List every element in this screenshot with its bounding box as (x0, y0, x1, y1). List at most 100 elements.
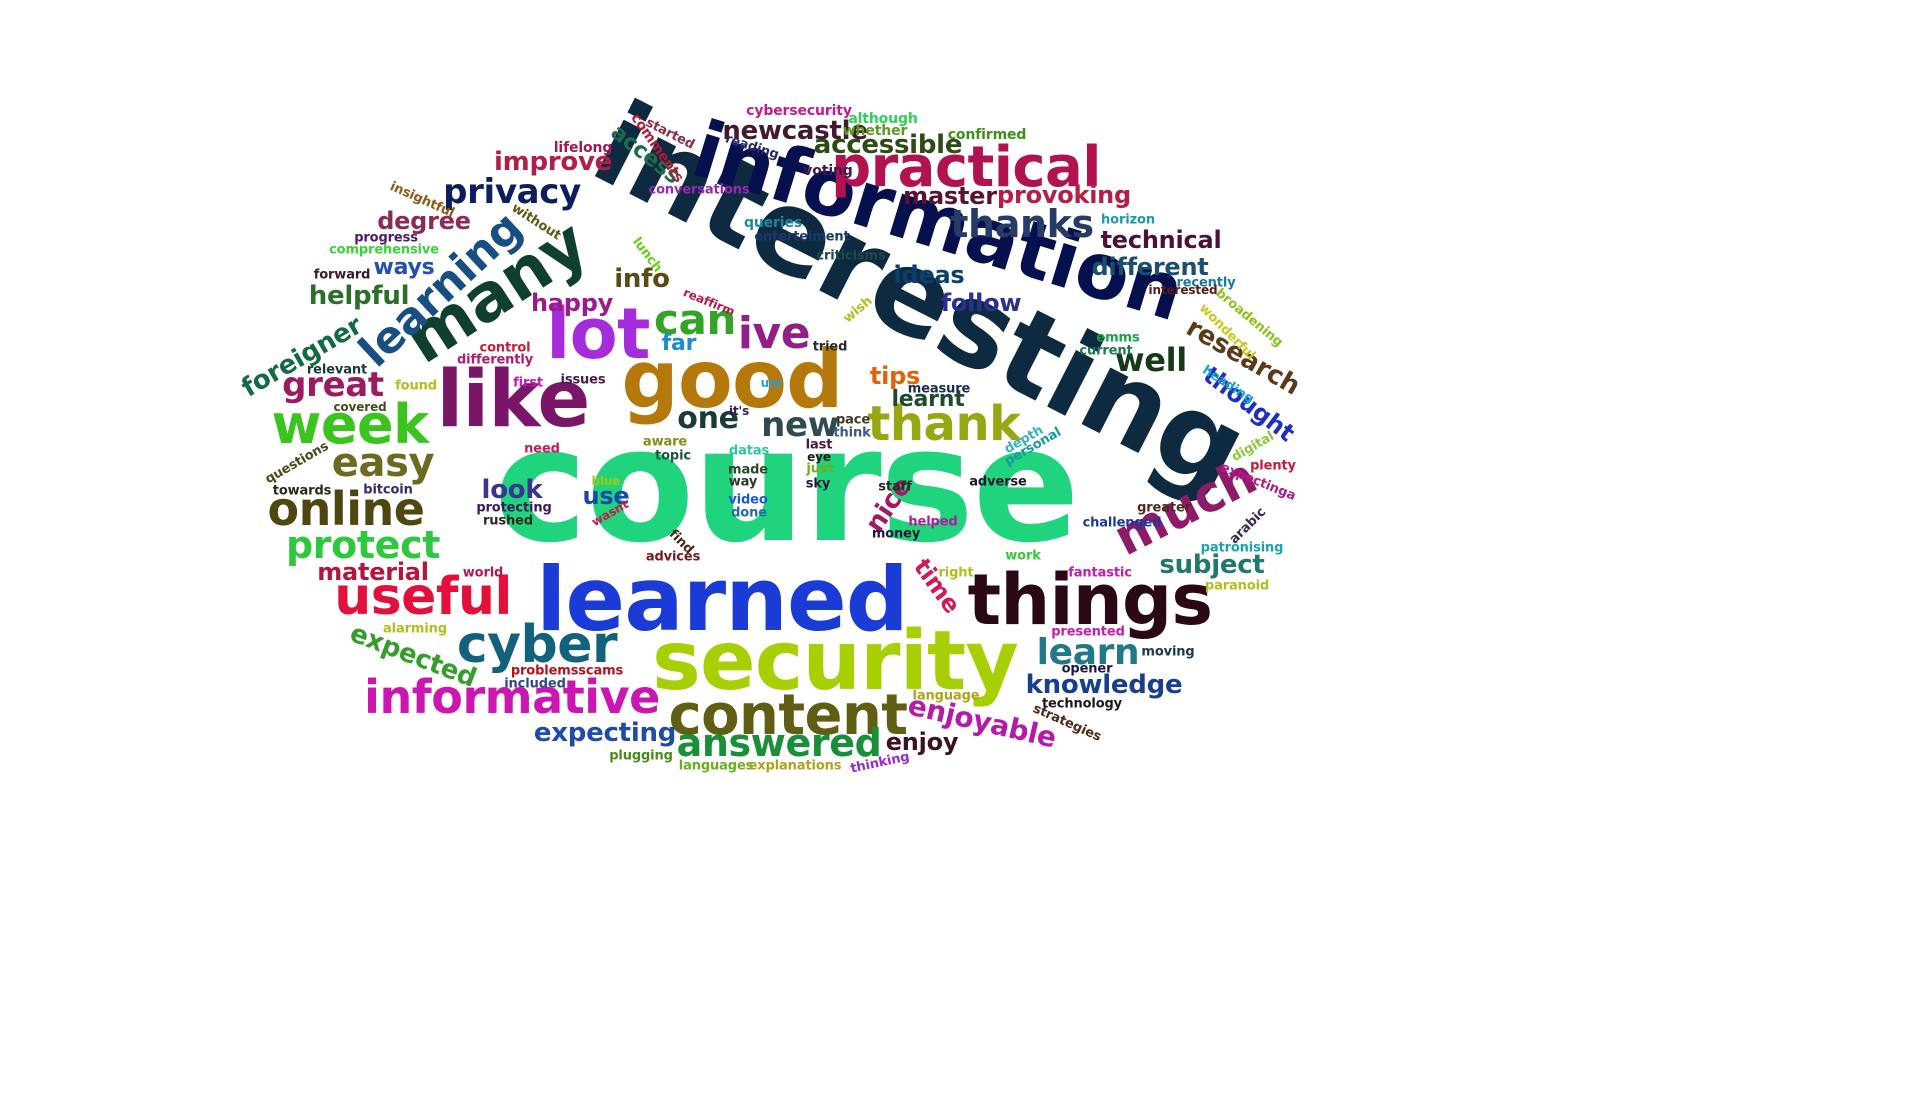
word-learn: learn (1036, 632, 1140, 673)
word-aware: aware (642, 434, 688, 450)
word-new: new (761, 405, 839, 445)
word-subject: subject (1159, 550, 1265, 580)
word-tried: tried (812, 339, 848, 355)
word-ive: ive (737, 308, 811, 359)
word-course: course (493, 394, 1080, 578)
word-paranoid: paranoid (1204, 578, 1270, 594)
word-progress: progress (354, 230, 418, 246)
word-adverse: adverse (969, 474, 1027, 490)
word-confirmed: confirmed (947, 127, 1027, 143)
word-far: far (661, 331, 697, 356)
word-uni: uni (760, 376, 782, 390)
word-pace: pace (835, 412, 871, 428)
word-ways: ways (373, 255, 435, 280)
word-blue: blue (591, 474, 621, 488)
word-different: different (1091, 253, 1209, 281)
word-technology: technology (1041, 696, 1123, 712)
word-things: things (967, 559, 1213, 641)
word-lot: lot (546, 293, 650, 375)
word-easy: easy (331, 440, 435, 486)
word-forward: forward (313, 267, 371, 283)
word-plenty: plenty (1250, 458, 1296, 474)
word-well: well (1115, 341, 1187, 379)
word-control: control (479, 340, 531, 356)
word-sky: sky (805, 476, 831, 492)
word-degree: degree (377, 207, 471, 235)
word-enterteiment: enterteiment (754, 229, 850, 245)
word-informative: informative (364, 670, 660, 724)
word-current: current (1079, 343, 1133, 359)
word-problemsscams: problemsscams (510, 663, 624, 679)
word-expecting: expecting (533, 718, 677, 748)
word-happy: happy (530, 289, 614, 317)
word-alarming: alarming (383, 621, 447, 637)
word-voting: voting (803, 163, 853, 179)
word-moving: moving (1141, 644, 1195, 660)
word-tips: tips (869, 362, 921, 390)
word-week: week (271, 393, 429, 456)
word-follow: follow (940, 289, 1022, 317)
word-fantastic: fantastic (1068, 565, 1132, 581)
word-comprehensive: comprehensive (329, 242, 439, 258)
word-content: content (668, 683, 908, 748)
word-last: last (805, 437, 833, 453)
word-queries: queries (743, 215, 803, 231)
word-cybersecurity: cybersecurity (746, 103, 852, 119)
word-protect: protect (285, 523, 441, 567)
word-way: way (728, 474, 758, 490)
word-just: just (806, 461, 834, 477)
word-presented: presented (1051, 624, 1125, 640)
word-work: work (1005, 548, 1041, 564)
word-languages: languages (678, 758, 754, 774)
word-improve: improve (493, 147, 613, 177)
word-think: think (833, 425, 871, 441)
word-greater: greater (1137, 500, 1191, 516)
word-towards: towards (272, 483, 332, 499)
word-money: money (871, 526, 921, 542)
word-answered: answered (676, 721, 882, 765)
word-relevant: relevant (306, 362, 368, 378)
word-ideas: ideas (893, 261, 965, 289)
word-challenged: challenged (1082, 515, 1162, 531)
word-practical: practical (831, 135, 1101, 200)
word-thanks: thanks (950, 202, 1094, 246)
word-done: done (731, 505, 767, 521)
word-protecting: protecting (476, 500, 552, 516)
word-online: online (267, 482, 425, 536)
word-material: material (317, 558, 429, 586)
word-bitcoin: bitcoin (363, 482, 413, 498)
word-great: great (282, 365, 384, 405)
word-it-s: it's (728, 404, 750, 418)
word-look: look (481, 475, 543, 505)
word-cyber: cyber (456, 615, 618, 675)
word-video: video (728, 492, 768, 508)
word-technical: technical (1100, 226, 1222, 254)
word-whether: whether (842, 123, 908, 139)
word-one: one (677, 401, 739, 436)
word-like: like (436, 355, 590, 445)
word-opener: opener (1061, 661, 1113, 677)
word-newcastle: newcastle (722, 116, 868, 146)
word-provoking: provoking (997, 181, 1131, 209)
word-although: although (848, 111, 918, 127)
word-world: world (462, 565, 504, 581)
word-info: info (614, 264, 670, 294)
word-covered: covered (333, 400, 387, 414)
word-emms: emms (1096, 330, 1140, 346)
word-knowledge: knowledge (1025, 670, 1183, 700)
word-first: first (513, 375, 543, 391)
word-thank: thank (867, 396, 1021, 452)
word-language: language (912, 688, 980, 704)
word-conversations: conversations (648, 182, 750, 198)
word-helpful: helpful (308, 281, 410, 311)
word-differently: differently (456, 352, 534, 368)
word-use: use (582, 482, 630, 510)
word-topic: topic (655, 448, 691, 464)
word-horizon: horizon (1101, 212, 1155, 228)
word-learned: learned (536, 548, 909, 651)
word-patronising: patronising (1200, 540, 1284, 556)
word-included: included (504, 676, 566, 692)
word-explanations: explanations (748, 758, 842, 774)
word-can: can (654, 295, 736, 344)
